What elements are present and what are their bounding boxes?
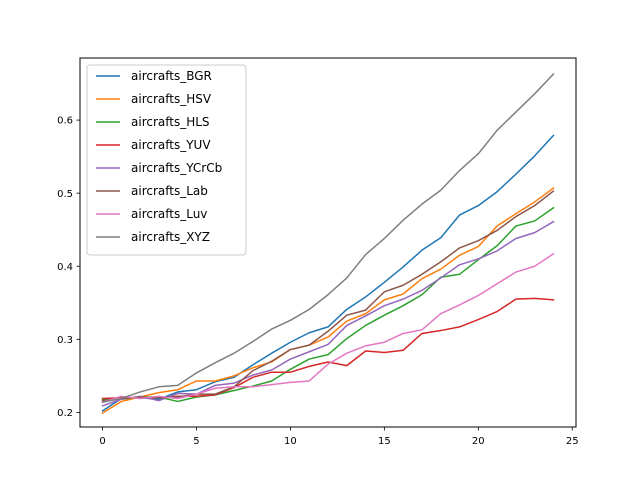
y-tick-label: 0.6 (57, 116, 73, 127)
y-tick-label: 0.5 (57, 189, 73, 200)
y-axis: 0.2 0.3 0.4 0.5 0.6 (57, 116, 80, 419)
legend: aircrafts_BGR aircrafts_HSV aircrafts_HLSa… (86, 64, 247, 256)
legend-label-aircrafts_YUV: aircrafts_YUV (131, 138, 211, 152)
plot-frame (79, 57, 577, 428)
x-tick-label: 25 (566, 436, 579, 447)
y-tick-label: 0.4 (57, 262, 73, 273)
legend-label-aircrafts_YCrCb: aircrafts_YCrCb (131, 161, 222, 175)
series-line-aircrafts_XYZ (101, 73, 555, 404)
legend-label-aircrafts_XYZ: aircrafts_XYZ (131, 230, 210, 244)
series-layer (101, 73, 555, 415)
series-line-aircrafts_YCrCb (101, 220, 555, 407)
legend-box (86, 64, 247, 256)
x-tick-label: 0 (99, 436, 105, 447)
x-axis: 0 5 10 15 20 25 (99, 427, 579, 447)
x-tick-label: 20 (472, 436, 485, 447)
legend-label-aircrafts_Lab: aircrafts_Lab (131, 184, 208, 198)
y-tick-label: 0.3 (57, 335, 73, 346)
x-tick-label: 5 (193, 436, 199, 447)
x-tick-label: 10 (284, 436, 297, 447)
legend-label-aircrafts_HLS: aircrafts_HLS (131, 115, 210, 129)
series-line-aircrafts_Lab (101, 189, 555, 402)
legend-label-aircrafts_Luv: aircrafts_Luv (131, 207, 207, 221)
y-tick-label: 0.2 (57, 408, 73, 419)
series-line-aircrafts_Luv (101, 252, 555, 404)
series-line-aircrafts_BGR (101, 134, 555, 412)
series-line-aircrafts_HSV (101, 187, 555, 415)
legend-label-aircrafts_BGR: aircrafts_BGR (131, 69, 212, 83)
legend-label-aircrafts_HSV: aircrafts_HSV (131, 92, 212, 106)
x-tick-label: 15 (378, 436, 391, 447)
